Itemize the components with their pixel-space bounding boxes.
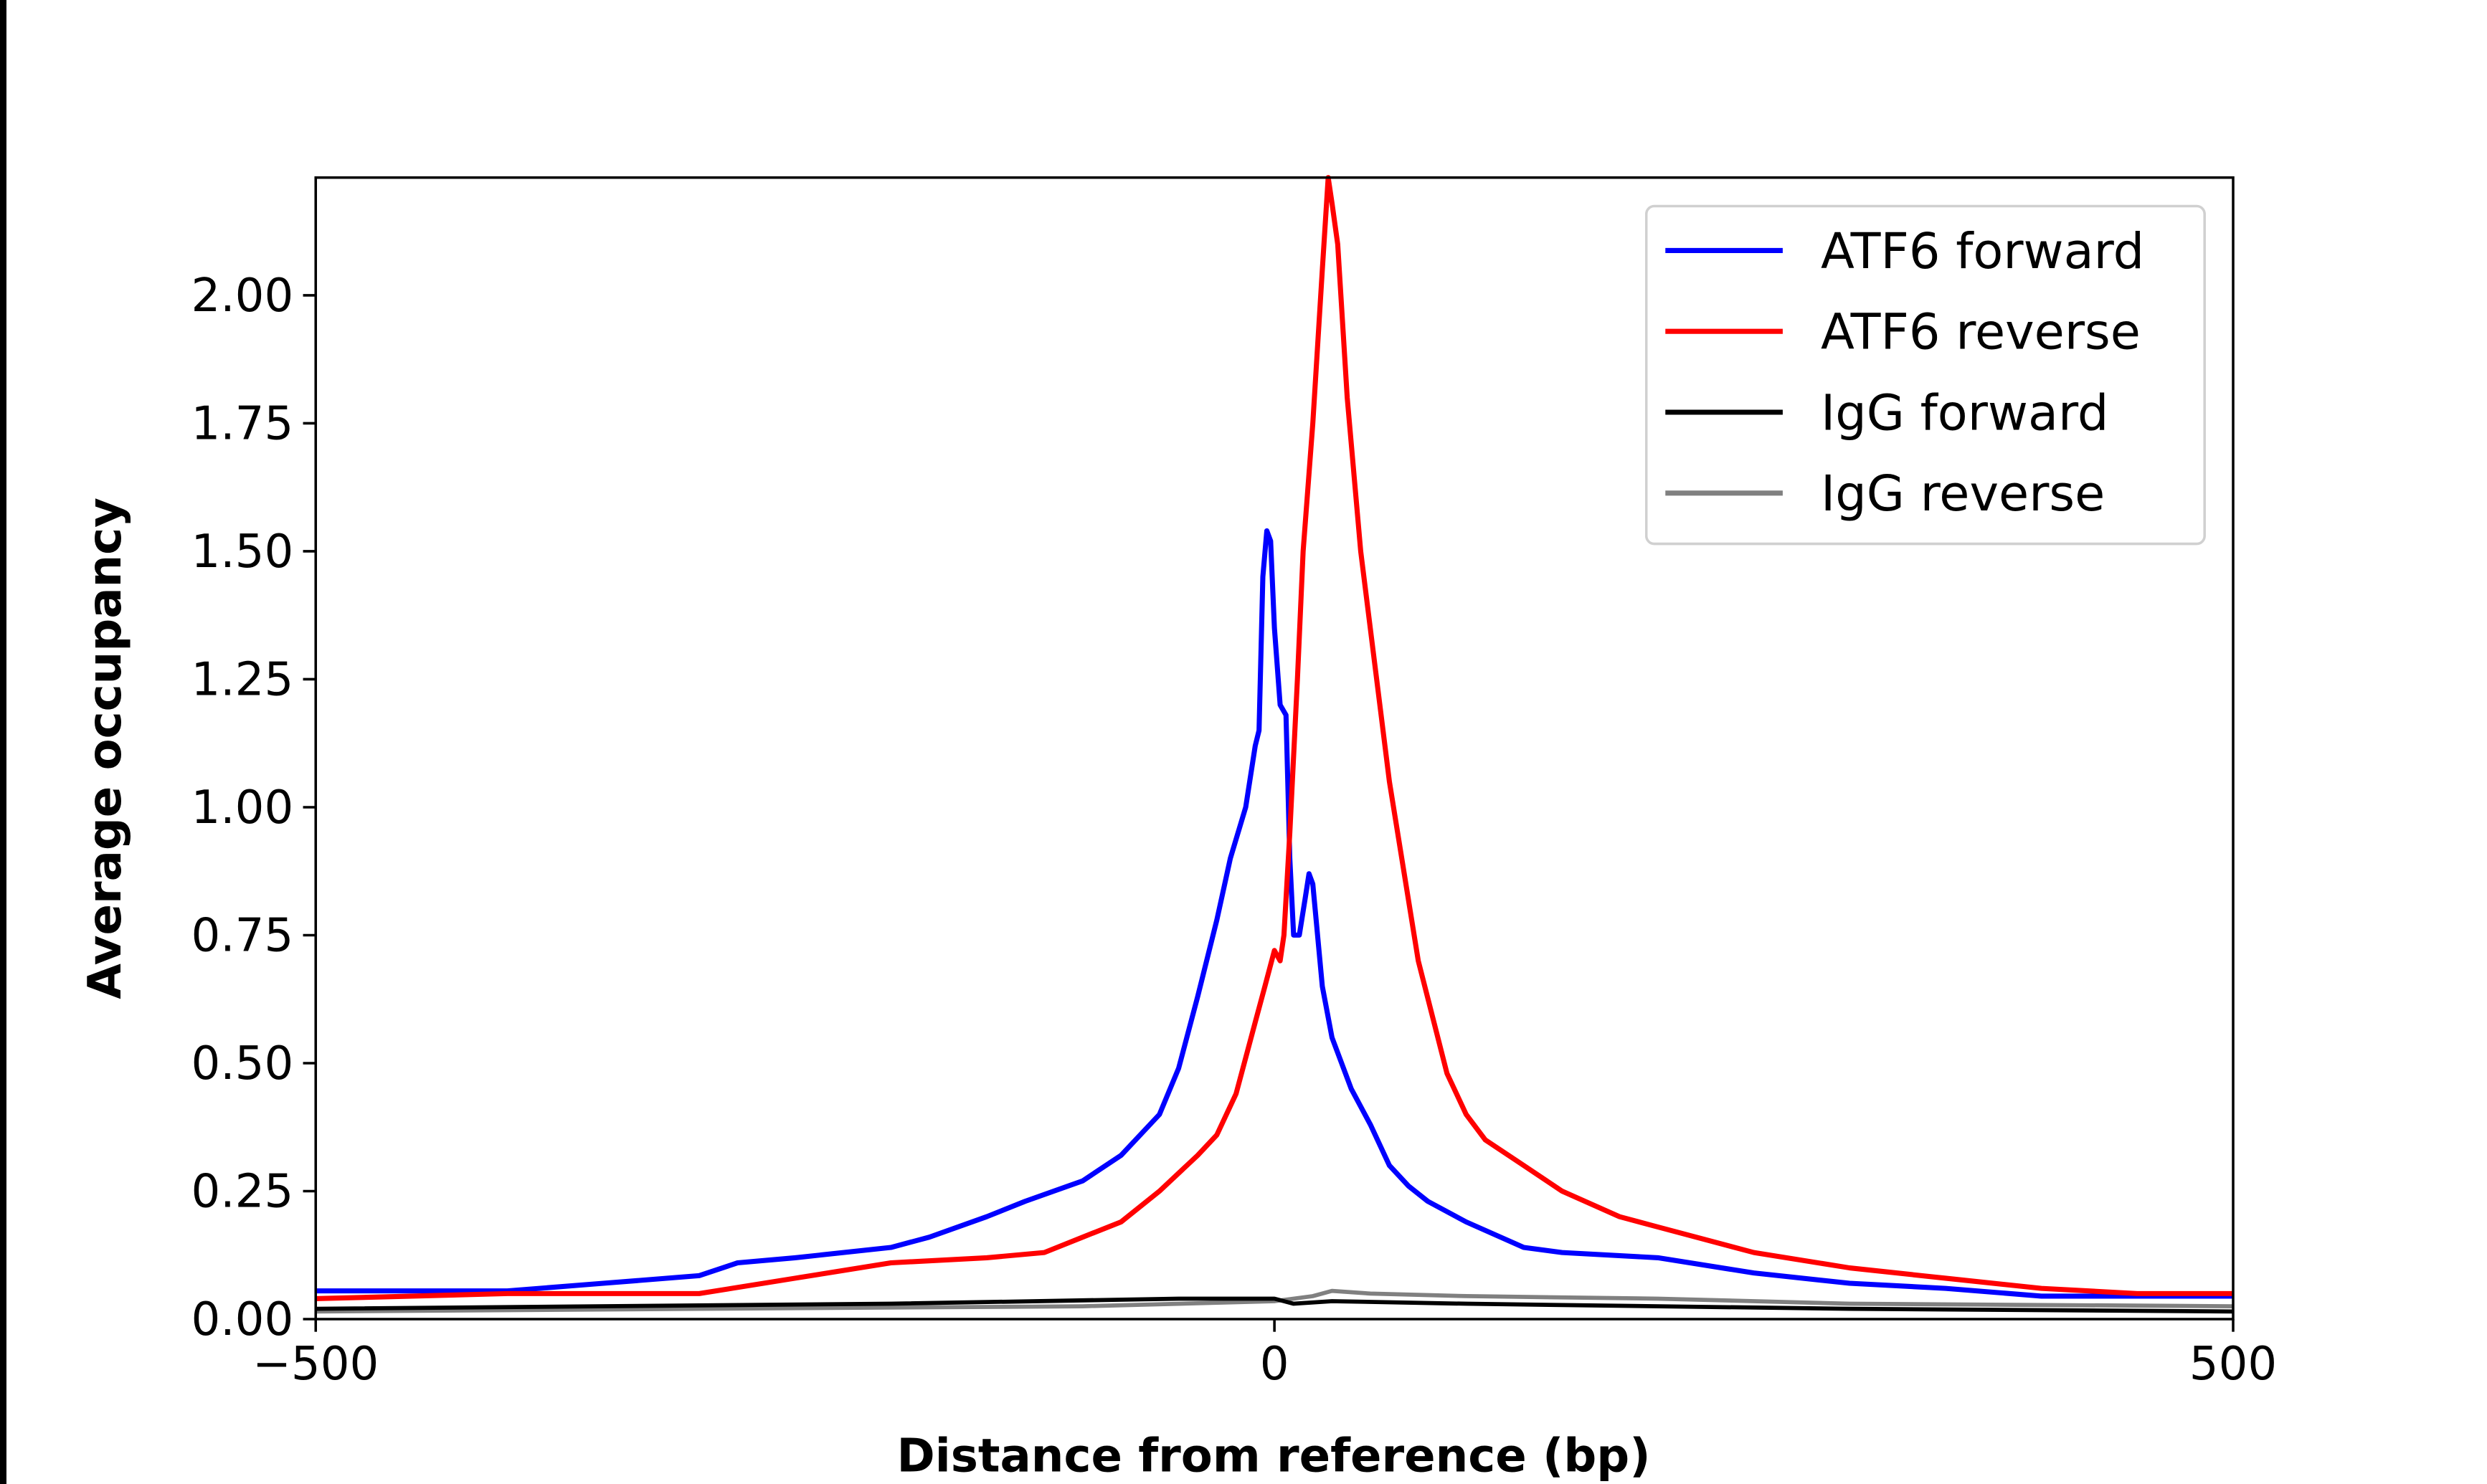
legend: ATF6 forward ATF6 reverse IgG forward IgG r…: [1644, 204, 2206, 546]
y-tick-label: 0.75: [191, 909, 294, 963]
legend-label: ATF6 forward: [1821, 223, 2144, 280]
y-axis-ticks: 0.00 0.25 0.50 0.75 1.00 1.25 1.50 1.75 2.00: [191, 269, 316, 1346]
legend-box: [1644, 204, 2206, 546]
x-axis-label: Distance from reference (bp): [897, 1429, 1651, 1483]
series-line-atf6-forward: [316, 528, 2234, 1299]
y-tick-label: 0.50: [191, 1037, 294, 1090]
x-tick-label: 500: [2189, 1337, 2277, 1391]
y-tick-label: 1.00: [191, 781, 294, 834]
x-tick-label: 0: [1260, 1337, 1289, 1391]
y-tick-label: 0.25: [191, 1165, 294, 1219]
y-axis-label: Average occupancy: [78, 498, 132, 999]
y-tick-label: 1.50: [191, 525, 294, 579]
series-line-igg-forward: [316, 1296, 2234, 1314]
y-tick-label: 1.75: [191, 397, 294, 451]
legend-label: IgG forward: [1821, 384, 2108, 442]
legend-label: ATF6 reverse: [1821, 304, 2141, 361]
left-border: [0, 0, 6, 1484]
y-tick-label: 2.00: [191, 269, 294, 323]
x-axis-ticks: −500 0 500: [252, 1319, 2277, 1391]
y-tick-label: 0.00: [191, 1293, 294, 1346]
y-tick-label: 1.25: [191, 653, 294, 707]
series-line-atf6-reverse: [316, 175, 2234, 1302]
series-lines: [316, 175, 2234, 1314]
legend-label: IgG reverse: [1821, 465, 2105, 523]
series-line-igg-reverse: [316, 1288, 2234, 1314]
x-tick-label: −500: [252, 1337, 379, 1391]
